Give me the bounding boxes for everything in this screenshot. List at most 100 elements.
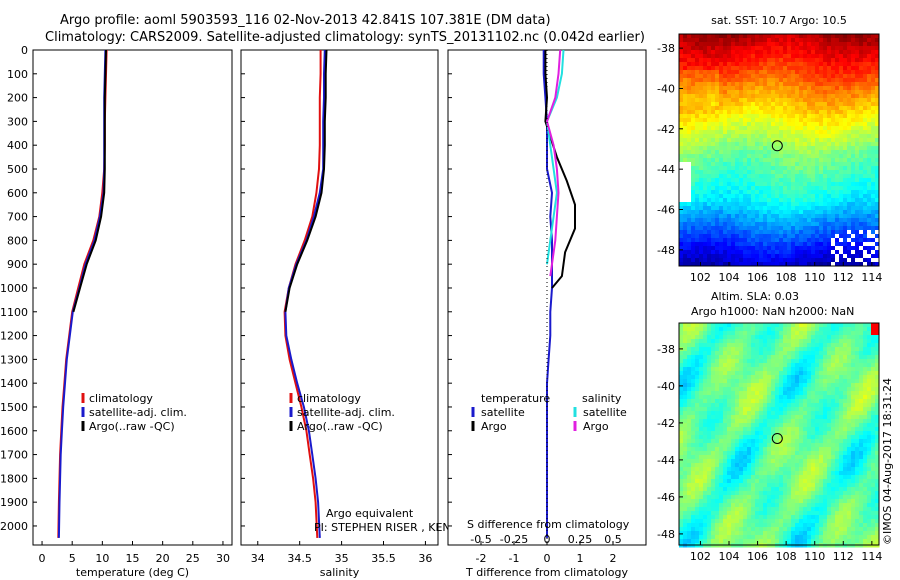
y-tick-label: 1800 <box>0 472 28 485</box>
legend-header-salinity: salinity <box>582 392 622 405</box>
y-tick-label: 1100 <box>0 306 28 319</box>
legend-label: climatology <box>297 392 361 405</box>
map-field <box>679 323 880 548</box>
map-x-tick-label: 106 <box>747 271 768 284</box>
legend-label: Argo <box>481 420 507 433</box>
y-tick-label: 400 <box>7 139 28 152</box>
series-line-2 <box>544 50 576 289</box>
x-tick-label-salinity: 0 <box>544 533 551 546</box>
map-x-tick-label: 108 <box>776 271 797 284</box>
annotation-argo-equivalent: Argo equivalent <box>326 507 414 520</box>
y-tick-label: 1600 <box>0 425 28 438</box>
x-axis-label-salinity: S difference from climatology <box>467 518 630 531</box>
map-x-tick-label: 108 <box>776 550 797 563</box>
x-axis-label: T difference from climatology <box>465 566 628 579</box>
x-tick-label: 35.5 <box>371 552 396 565</box>
map-y-tick-label: -44 <box>657 454 675 467</box>
series-line-4 <box>545 49 562 277</box>
plot-frame <box>240 49 439 546</box>
x-tick-label: -1 <box>509 552 520 565</box>
map-sla: 102 104 106 108 110 112 114 -38 -40 -42 -44 -46 -48 A… <box>657 290 882 563</box>
figure-title-line2: Climatology: CARS2009. Satellite-adjuste… <box>45 30 645 45</box>
map-x-tick-label: 114 <box>861 271 882 284</box>
y-tick-label: 1000 <box>0 282 28 295</box>
x-tick-label: 36 <box>418 552 432 565</box>
map-x-tick-label: 110 <box>804 550 825 563</box>
chart-temperature: 0100200300400500600700800900100011001200… <box>0 44 233 579</box>
map-x-tick-label: 114 <box>861 550 882 563</box>
x-tick-label-salinity: 0.25 <box>568 533 593 546</box>
map-y-tick-label: -38 <box>657 343 675 356</box>
map-y-tick-label: -46 <box>657 491 675 504</box>
y-tick-label: 1900 <box>0 496 28 509</box>
map-x-tick-label: 112 <box>833 550 854 563</box>
map-y-tick-label: -38 <box>657 42 675 55</box>
map-y-tick-label: -42 <box>657 123 675 136</box>
y-tick-label: 800 <box>7 234 28 247</box>
y-tick-label: 300 <box>7 115 28 128</box>
plot-frame <box>32 49 233 546</box>
map-x-tick-label: 112 <box>833 271 854 284</box>
x-tick-label: 1 <box>577 552 584 565</box>
x-tick-label: 25 <box>186 552 200 565</box>
y-tick-label: 900 <box>7 258 28 271</box>
x-tick-label: 0 <box>544 552 551 565</box>
series-line-3 <box>72 49 107 313</box>
map-y-tick-label: -48 <box>657 244 675 257</box>
map-x-tick-label: 102 <box>690 550 711 563</box>
legend-label: satellite <box>481 406 525 419</box>
y-tick-label: 500 <box>7 163 28 176</box>
x-tick-label: 10 <box>95 552 109 565</box>
map-y-tick-label: -40 <box>657 82 675 95</box>
x-axis-label: temperature (deg C) <box>76 566 189 579</box>
x-tick-label: -2 <box>476 552 487 565</box>
map-frame <box>678 33 880 267</box>
y-tick-label: 600 <box>7 187 28 200</box>
x-tick-label: 15 <box>126 552 140 565</box>
x-tick-label-salinity: -0.5 <box>470 533 491 546</box>
x-tick-label: 34.5 <box>287 552 312 565</box>
map-x-tick-label: 102 <box>690 271 711 284</box>
y-tick-label: 1200 <box>0 330 28 343</box>
y-tick-label: 0 <box>21 44 28 57</box>
y-tick-label: 1500 <box>0 401 28 414</box>
map-y-tick-label: -42 <box>657 417 675 430</box>
series-line-3 <box>284 49 328 312</box>
map-x-tick-label: 104 <box>719 271 740 284</box>
figure-title-line1: Argo profile: aoml 5903593_116 02-Nov-20… <box>60 13 551 28</box>
legend-label: Argo <box>583 420 609 433</box>
x-tick-label: 2 <box>610 552 617 565</box>
watermark: ©IMOS 04-Aug-2017 18:31:24 <box>881 378 894 545</box>
x-tick-label: 5 <box>69 552 76 565</box>
map-x-tick-label: 106 <box>747 550 768 563</box>
map-title-line2: Argo h1000: NaN h2000: NaN <box>691 305 854 318</box>
map-title: sat. SST: 10.7 Argo: 10.5 <box>711 14 847 27</box>
argo-position-marker <box>771 432 783 444</box>
y-tick-label: 200 <box>7 92 28 105</box>
x-tick-label: 20 <box>156 552 170 565</box>
chart-difference: -2 -1 0 1 2T difference from climatology temp… <box>447 49 647 579</box>
map-sst: 102 104 106 108 110 112 114 -38 -40 -42 -44 -46 -48 s… <box>657 14 882 284</box>
y-tick-label: 2000 <box>0 520 28 533</box>
y-tick-label: 700 <box>7 211 28 224</box>
map-title-line1: Altim. SLA: 0.03 <box>711 290 799 303</box>
argo-position-marker <box>771 140 783 152</box>
x-tick-label: 0 <box>39 552 46 565</box>
map-field <box>679 34 880 267</box>
legend-label: Argo(..raw -QC) <box>89 420 175 433</box>
x-tick-label-salinity: -0.25 <box>500 533 528 546</box>
y-tick-label: 1300 <box>0 353 28 366</box>
map-y-tick-label: -46 <box>657 204 675 217</box>
legend-label: satellite-adj. clim. <box>89 406 187 419</box>
y-tick-label: 100 <box>7 68 28 81</box>
legend-label: satellite <box>583 406 627 419</box>
legend-header-temperature: temperature <box>481 392 550 405</box>
x-tick-label: 30 <box>216 552 230 565</box>
map-x-tick-label: 110 <box>804 271 825 284</box>
map-y-tick-label: -44 <box>657 163 675 176</box>
y-tick-label: 1700 <box>0 449 28 462</box>
x-tick-label-salinity: 0.5 <box>604 533 622 546</box>
x-tick-label: 34 <box>251 552 265 565</box>
chart-salinity: 34 34.5 35 35.5 36salinityclimatologysatelli… <box>240 49 537 579</box>
